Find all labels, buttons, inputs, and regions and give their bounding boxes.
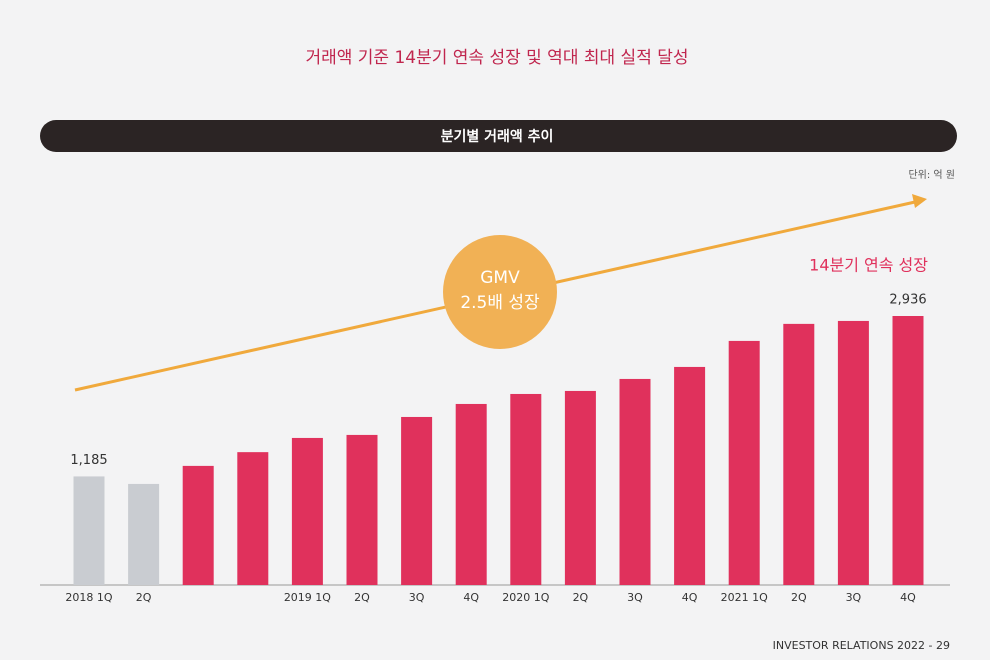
x-tick-label: 2020 1Q	[502, 591, 549, 604]
unit-label: 단위: 억 원	[908, 168, 955, 181]
bar	[892, 316, 924, 585]
arrow-head	[912, 194, 927, 208]
bar	[401, 416, 433, 585]
bar	[182, 465, 214, 585]
footer: INVESTOR RELATIONS 2022 - 29	[773, 639, 950, 652]
bar	[837, 320, 869, 585]
x-tick-label: 4Q	[900, 591, 916, 604]
chart-subtitle: 분기별 거래액 추이	[441, 128, 554, 145]
bar	[674, 366, 706, 585]
gmv-badge	[443, 235, 557, 349]
x-tick-label: 2018 1Q	[65, 591, 112, 604]
annotation: 14분기 연속 성장	[809, 256, 928, 275]
x-tick-label: 2Q	[136, 591, 152, 604]
bar	[73, 476, 105, 585]
x-tick-label: 3Q	[627, 591, 643, 604]
x-tick-label: 3Q	[409, 591, 425, 604]
bar	[455, 403, 487, 585]
x-tick-label: 2Q	[573, 591, 589, 604]
x-tick-label: 2Q	[354, 591, 370, 604]
annotation: 2.5배 성장	[460, 293, 540, 313]
bar	[128, 483, 160, 585]
bar	[564, 390, 596, 585]
bar	[619, 378, 651, 585]
bar	[291, 437, 323, 585]
bar	[237, 452, 269, 585]
bar	[728, 340, 760, 585]
x-tick-label: 2Q	[791, 591, 807, 604]
x-tick-label: 2019 1Q	[284, 591, 331, 604]
x-tick-label: 4Q	[682, 591, 698, 604]
x-tick-label: 4Q	[463, 591, 479, 604]
value-label: 1,185	[70, 453, 107, 468]
annotation: GMV	[480, 268, 520, 288]
bar	[346, 434, 378, 585]
x-tick-label: 3Q	[846, 591, 862, 604]
value-label: 2,936	[889, 293, 926, 308]
banner	[40, 120, 957, 152]
x-tick-label: 2021 1Q	[721, 591, 768, 604]
bar	[510, 393, 542, 585]
chart-title: 거래액 기준 14분기 연속 성장 및 역대 최대 실적 달성	[305, 48, 688, 68]
bar	[783, 323, 815, 585]
